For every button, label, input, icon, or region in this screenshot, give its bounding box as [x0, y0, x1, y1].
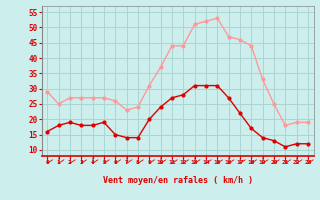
X-axis label: Vent moyen/en rafales ( km/h ): Vent moyen/en rafales ( km/h ) [103, 176, 252, 185]
